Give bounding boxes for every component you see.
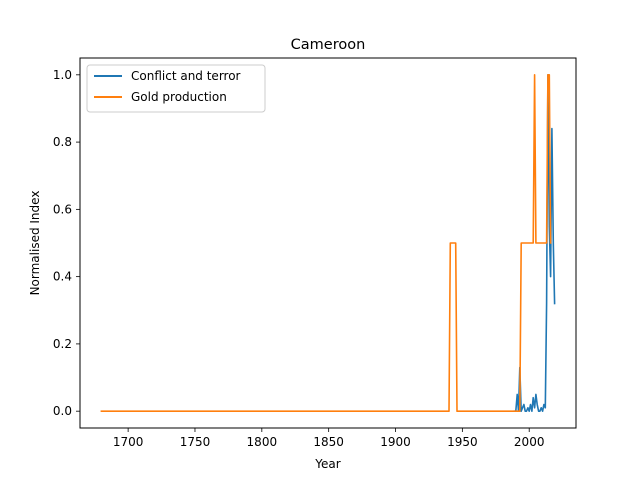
- y-tick-label: 1.0: [53, 68, 72, 82]
- x-axis-ticks: 1700 1750 1800 1850 1900 1950 2000: [113, 428, 545, 449]
- x-tick-label: 1800: [247, 435, 278, 449]
- legend-label-gold: Gold production: [131, 90, 227, 104]
- legend-box: [86, 64, 266, 113]
- series-layer: [100, 74, 556, 413]
- axes-frame: [79, 57, 577, 429]
- y-axis-ticks: 0.0 0.2 0.4 0.6 0.8 1.0: [53, 68, 80, 418]
- y-tick-label: 0.6: [53, 202, 72, 216]
- y-tick-label: 0.8: [53, 135, 72, 149]
- x-tick-label: 2000: [514, 435, 545, 449]
- y-axis-label: Normalised Index: [28, 191, 42, 296]
- x-axis-label: Year: [314, 457, 340, 471]
- chart-title: Cameroon: [291, 37, 366, 53]
- y-tick-label: 0.2: [53, 337, 72, 351]
- plot-area: [79, 57, 577, 429]
- x-tick-label: 1750: [180, 435, 211, 449]
- legend-label-conflict: Conflict and terror: [131, 69, 241, 83]
- x-tick-label: 1850: [313, 435, 344, 449]
- x-tick-label: 1900: [380, 435, 411, 449]
- y-tick-label: 0.4: [53, 270, 72, 284]
- x-tick-label: 1950: [447, 435, 478, 449]
- legend: Conflict and terror Gold production: [86, 64, 266, 113]
- y-tick-label: 0.0: [53, 404, 72, 418]
- x-tick-label: 1700: [113, 435, 144, 449]
- series-line-gold-production: [100, 74, 552, 413]
